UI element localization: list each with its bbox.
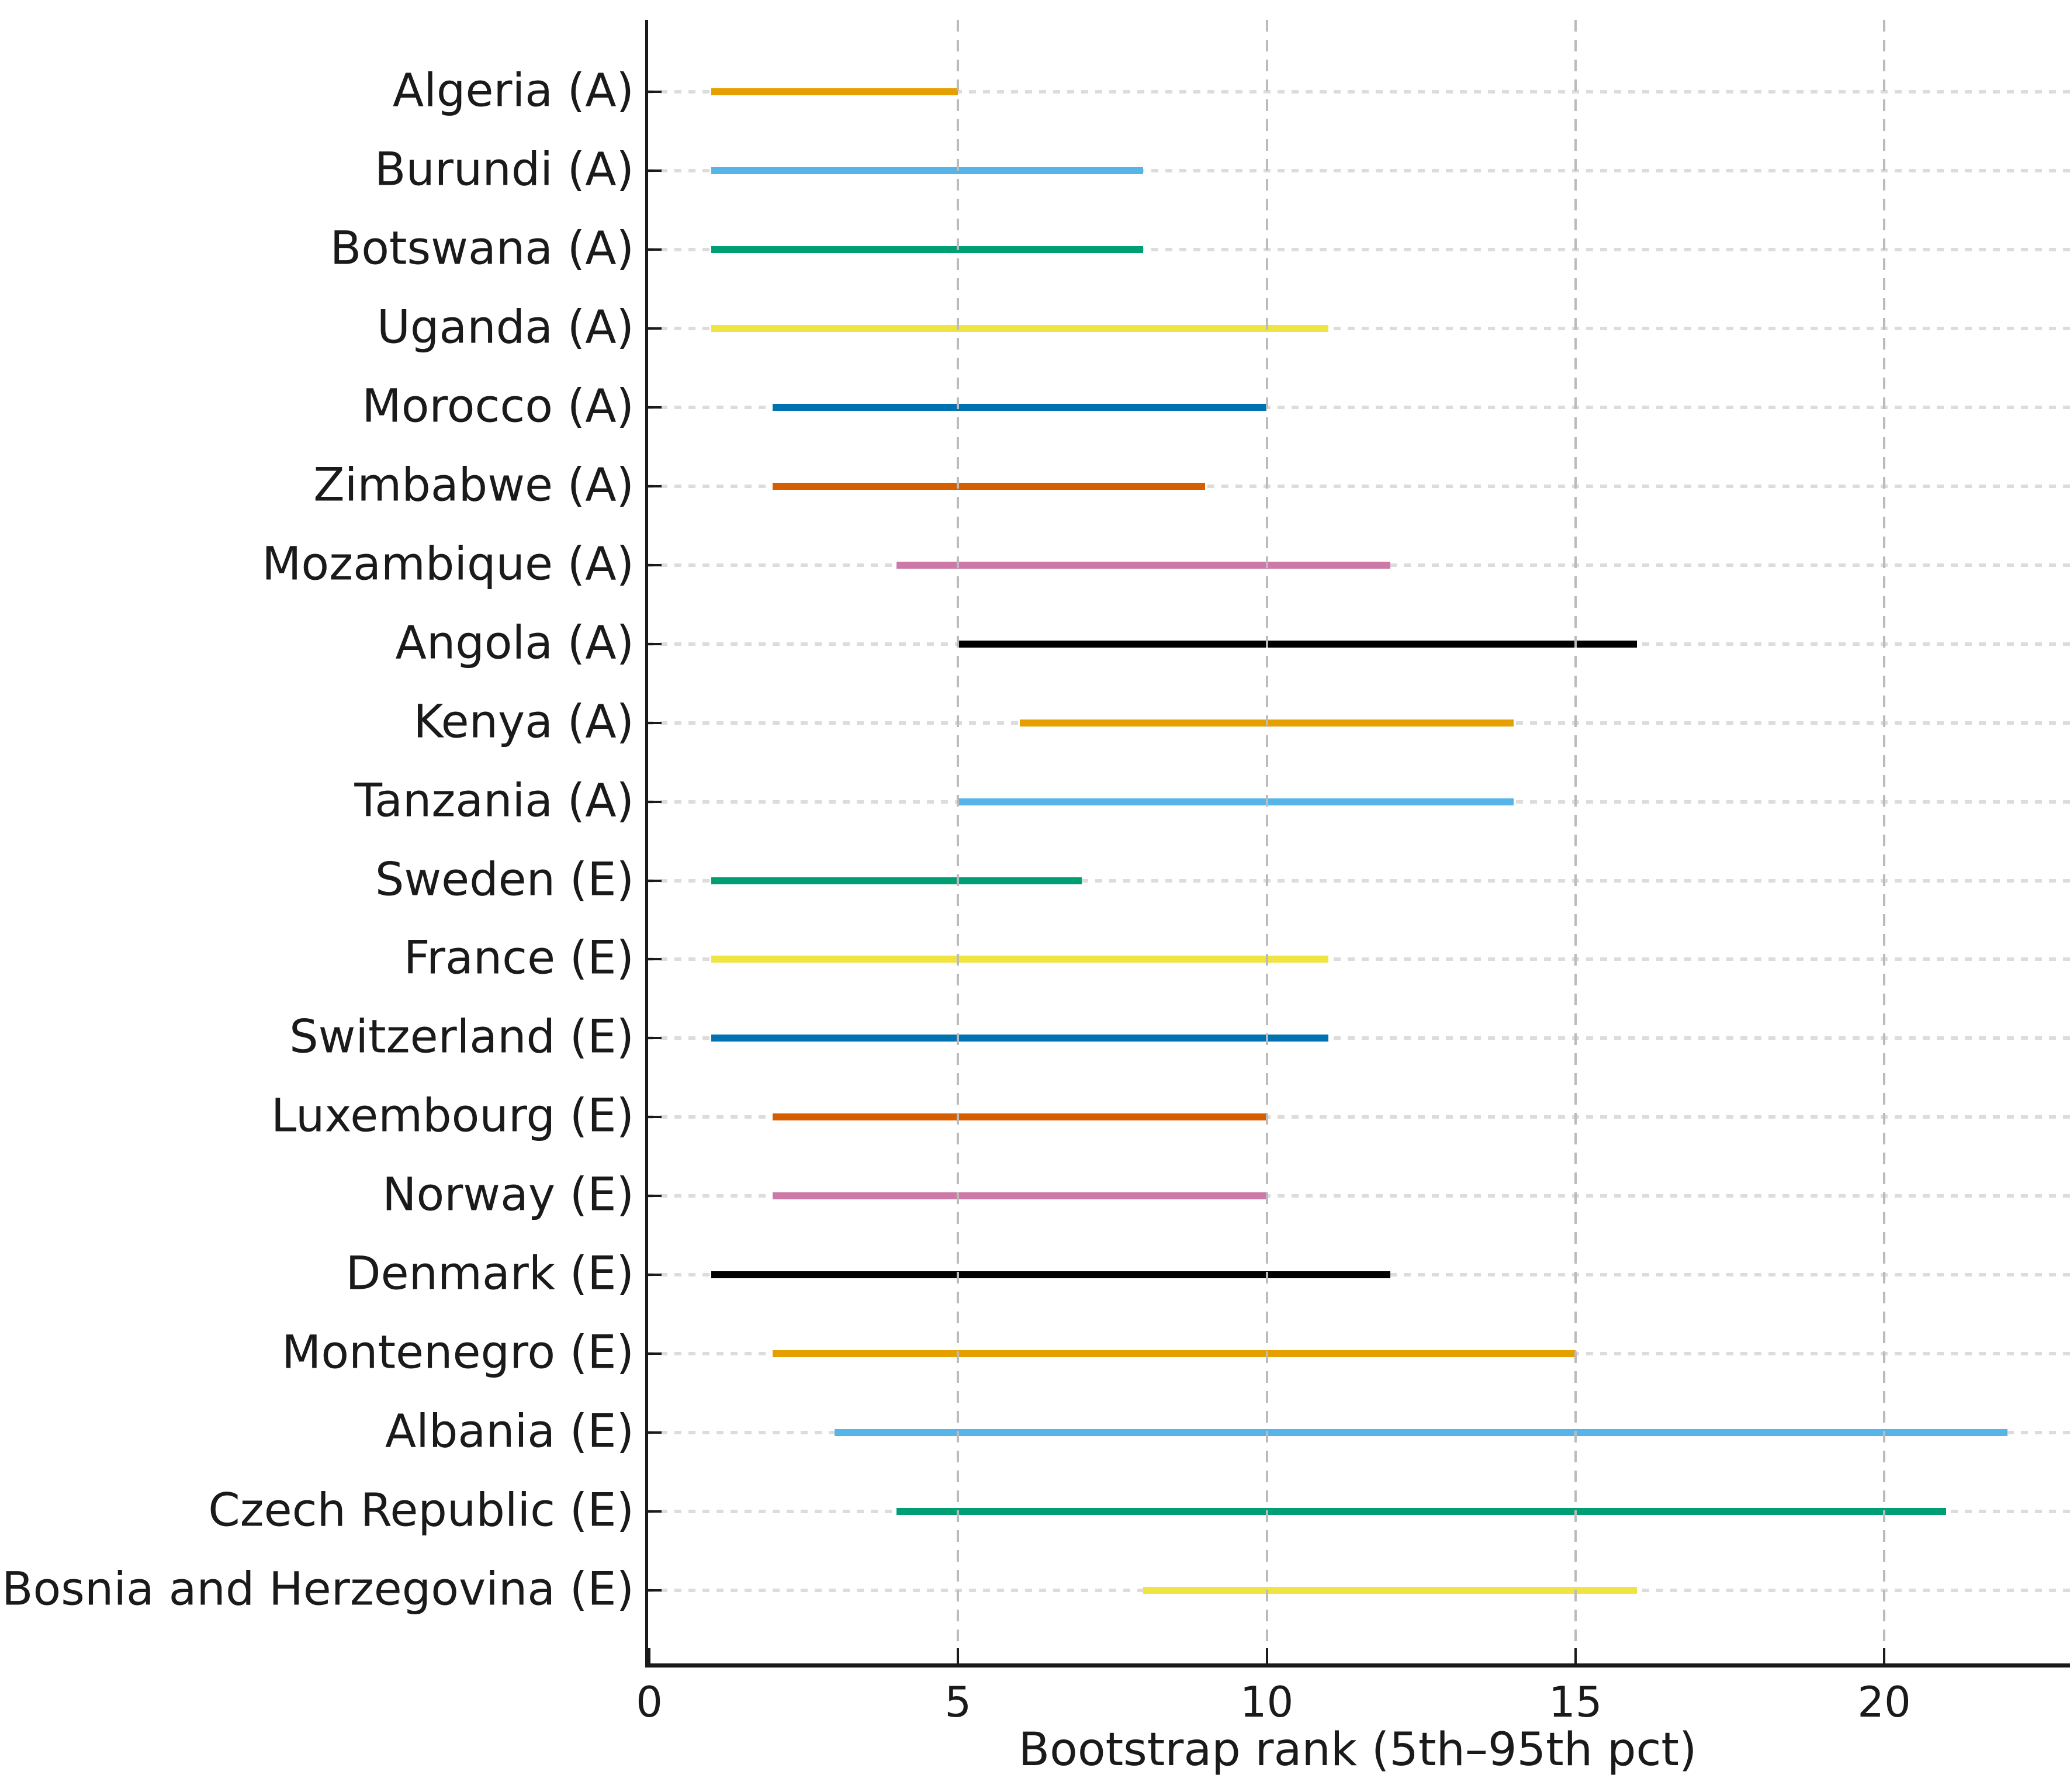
x-tick (1574, 1648, 1577, 1663)
y-tick (646, 406, 662, 409)
range-line (711, 324, 1329, 332)
h-gridline (646, 1115, 2070, 1119)
range-line (1143, 1587, 1638, 1594)
v-gridline (957, 20, 960, 1663)
category-label: Bosnia and Herzegovina (E) (2, 1563, 634, 1616)
x-tick-label: 15 (1548, 1677, 1602, 1727)
y-tick (646, 879, 662, 882)
range-line (773, 482, 1205, 490)
x-axis-spine (645, 1663, 2070, 1668)
x-tick (1265, 1648, 1268, 1663)
y-tick (646, 91, 662, 93)
y-tick (646, 721, 662, 724)
category-label: Tanzania (A) (354, 774, 634, 827)
x-tick (1883, 1648, 1885, 1663)
range-line (896, 1508, 1946, 1516)
y-tick (646, 485, 662, 487)
category-label: Uganda (A) (376, 301, 634, 354)
range-line (711, 956, 1329, 963)
y-axis-spine (645, 20, 648, 1668)
x-axis-label: Bootstrap rank (5th–95th pct) (1018, 1724, 1697, 1776)
y-tick (646, 1589, 662, 1592)
range-line (773, 1113, 1267, 1121)
x-tick-label: 5 (944, 1677, 972, 1727)
category-label: Czech Republic (E) (208, 1484, 634, 1537)
y-tick (646, 327, 662, 330)
range-line (711, 1035, 1329, 1042)
category-label: Botswana (A) (330, 222, 634, 275)
h-gridline (646, 405, 2070, 409)
category-label: Luxembourg (E) (271, 1089, 634, 1143)
v-gridline (1883, 20, 1885, 1663)
h-gridline (646, 168, 2070, 172)
h-gridline (646, 90, 2070, 94)
y-tick (646, 1352, 662, 1355)
category-label: Albania (E) (385, 1405, 634, 1458)
category-label: Zimbabwe (A) (313, 459, 634, 512)
y-tick (646, 169, 662, 172)
category-label: Angola (A) (395, 617, 634, 670)
range-line (711, 245, 1144, 253)
category-label: Algeria (A) (392, 64, 634, 117)
y-tick (646, 1431, 662, 1434)
y-tick (646, 563, 662, 566)
h-gridline (646, 247, 2070, 251)
h-gridline (646, 878, 2070, 883)
y-tick (646, 800, 662, 803)
x-tick (648, 1648, 650, 1663)
range-line (711, 167, 1144, 174)
h-gridline (646, 1036, 2070, 1040)
y-tick (646, 958, 662, 961)
range-line (773, 1350, 1576, 1358)
y-tick (646, 1274, 662, 1276)
category-label: Montenegro (E) (282, 1326, 634, 1379)
v-gridline (1574, 20, 1577, 1663)
h-gridline (646, 484, 2070, 488)
range-line (773, 403, 1267, 411)
category-label: Denmark (E) (345, 1247, 634, 1300)
x-tick (957, 1648, 960, 1663)
h-gridline (646, 957, 2070, 961)
range-line (834, 1429, 2008, 1437)
h-gridline (646, 1194, 2070, 1198)
range-line (896, 561, 1390, 569)
category-label: Kenya (A) (413, 696, 634, 749)
category-label: Norway (E) (382, 1168, 634, 1222)
y-tick (646, 1116, 662, 1119)
y-tick (646, 1037, 662, 1040)
x-tick-label: 20 (1857, 1677, 1911, 1727)
y-tick (646, 1195, 662, 1198)
v-gridline (1265, 20, 1268, 1663)
y-tick (646, 1510, 662, 1513)
category-label: Switzerland (E) (289, 1011, 634, 1064)
range-line (711, 877, 1082, 884)
x-tick-label: 0 (636, 1677, 663, 1727)
y-tick (646, 248, 662, 251)
range-line (958, 798, 1514, 805)
category-label: Mozambique (A) (262, 538, 634, 591)
category-label: France (E) (403, 932, 634, 985)
category-label: Burundi (A) (374, 143, 634, 196)
y-tick (646, 642, 662, 645)
range-line (773, 1192, 1267, 1200)
category-label: Morocco (A) (362, 380, 634, 433)
x-tick-label: 10 (1240, 1677, 1294, 1727)
h-gridline (646, 326, 2070, 330)
category-label: Sweden (E) (375, 853, 634, 906)
range-line (958, 640, 1638, 648)
range-line (711, 1271, 1390, 1279)
range-line (711, 88, 958, 95)
